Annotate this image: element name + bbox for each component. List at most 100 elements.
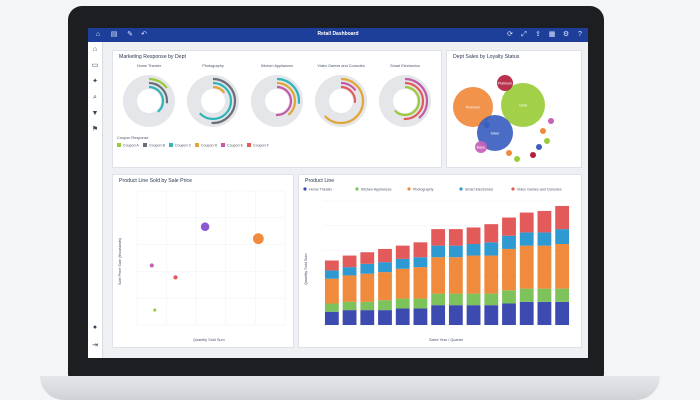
donut-arc[interactable]	[133, 85, 165, 117]
scatter-point[interactable]	[153, 308, 157, 312]
donut-arc[interactable]	[381, 77, 429, 125]
bar-segment[interactable]	[431, 305, 446, 325]
bar-segment[interactable]	[324, 260, 339, 271]
donut-arc[interactable]	[193, 81, 233, 121]
bar-segment[interactable]	[395, 298, 410, 309]
bar-segment[interactable]	[484, 293, 499, 306]
small-bubble[interactable]	[540, 128, 546, 134]
bar-segment[interactable]	[360, 310, 375, 325]
legend-item[interactable]: Coupon C	[175, 144, 192, 148]
info-icon[interactable]: ?	[578, 31, 582, 38]
bar-segment[interactable]	[413, 298, 428, 309]
bar-segment[interactable]	[448, 245, 463, 258]
bar-segment[interactable]	[555, 205, 570, 230]
settings-icon[interactable]: ⚙	[562, 31, 570, 38]
chart-icon[interactable]: ▤	[110, 31, 118, 38]
bar-segment[interactable]	[448, 257, 463, 294]
donut-arc[interactable]	[197, 85, 229, 117]
bar-segment[interactable]	[537, 301, 552, 325]
bar-segment[interactable]	[502, 217, 516, 236]
bar-segment[interactable]	[342, 275, 357, 302]
legend-item[interactable]: Home Theater	[309, 187, 333, 191]
donut-arc[interactable]	[189, 77, 237, 125]
bar-segment[interactable]	[555, 229, 570, 244]
bar-segment[interactable]	[360, 263, 375, 274]
bar-segment[interactable]	[537, 245, 552, 289]
bar-segment[interactable]	[484, 224, 499, 243]
small-bubble[interactable]	[544, 138, 550, 144]
small-bubble[interactable]	[514, 156, 520, 162]
donut-arc[interactable]	[253, 77, 301, 125]
bar-segment[interactable]	[324, 311, 339, 325]
bar-segment[interactable]	[378, 248, 392, 263]
legend-item[interactable]: Coupon F	[253, 144, 270, 148]
bar-segment[interactable]	[448, 229, 463, 246]
bar-segment[interactable]	[519, 301, 534, 325]
bar-segment[interactable]	[431, 293, 446, 306]
bar-segment[interactable]	[519, 232, 534, 246]
bar-segment[interactable]	[395, 308, 410, 325]
bar-segment[interactable]	[378, 310, 392, 325]
user-icon[interactable]: ●	[92, 324, 98, 331]
donut-arc[interactable]	[385, 81, 425, 121]
pin-icon[interactable]: ✦	[92, 78, 98, 85]
bar-segment[interactable]	[342, 255, 357, 268]
share-icon[interactable]: ⇪	[535, 31, 541, 38]
small-bubble[interactable]	[530, 152, 536, 158]
home-icon[interactable]: ⌂	[92, 46, 98, 53]
legend-item[interactable]: Coupon E	[227, 144, 244, 148]
bar-segment[interactable]	[413, 267, 428, 299]
bar-segment[interactable]	[537, 232, 552, 246]
bar-segment[interactable]	[448, 305, 463, 325]
bar-segment[interactable]	[466, 255, 481, 294]
legend-item[interactable]: Coupon A	[123, 144, 139, 148]
donut-arc[interactable]	[325, 85, 357, 117]
bar-segment[interactable]	[537, 210, 552, 233]
bar-segment[interactable]	[378, 300, 392, 311]
bar-segment[interactable]	[395, 245, 410, 259]
bubble[interactable]	[453, 87, 493, 127]
legend-item[interactable]: Smart Electronics	[465, 187, 493, 191]
bar-segment[interactable]	[448, 293, 463, 306]
bar-segment[interactable]	[466, 243, 481, 256]
legend-item[interactable]: Photography	[413, 187, 434, 191]
scatter-point[interactable]	[173, 275, 178, 280]
bar-segment[interactable]	[502, 290, 516, 304]
bar-segment[interactable]	[502, 303, 516, 325]
bar-segment[interactable]	[431, 229, 446, 246]
bar-segment[interactable]	[519, 288, 534, 302]
refresh-icon[interactable]: ⟳	[507, 31, 513, 38]
bar-segment[interactable]	[431, 245, 446, 258]
small-bubble[interactable]	[506, 150, 512, 156]
bar-segment[interactable]	[413, 308, 428, 325]
bar-segment[interactable]	[519, 212, 534, 233]
bar-segment[interactable]	[502, 248, 516, 291]
bar-segment[interactable]	[502, 235, 516, 249]
donut-arc[interactable]	[389, 85, 421, 117]
home-icon[interactable]: ⌂	[95, 31, 101, 38]
bar-segment[interactable]	[555, 243, 570, 289]
pencil-icon[interactable]: ✎	[127, 31, 133, 38]
bar-segment[interactable]	[378, 262, 392, 273]
bar-segment[interactable]	[519, 245, 534, 289]
bar-segment[interactable]	[466, 227, 481, 244]
filter-icon[interactable]: ▼	[91, 110, 99, 117]
small-bubble[interactable]	[548, 118, 554, 124]
bar-segment[interactable]	[413, 242, 428, 258]
donut-arc[interactable]	[261, 85, 293, 117]
bar-segment[interactable]	[413, 257, 428, 268]
document-icon[interactable]: ▭	[91, 62, 99, 69]
expand-icon[interactable]: ⤢	[521, 31, 527, 38]
donut-arc[interactable]	[257, 81, 297, 121]
scatter-point[interactable]	[200, 222, 210, 232]
bubble[interactable]	[501, 83, 545, 127]
legend-item[interactable]: Kitchen Appliances	[361, 187, 392, 191]
bubble[interactable]	[497, 75, 513, 91]
bar-segment[interactable]	[342, 267, 357, 276]
bar-segment[interactable]	[395, 258, 410, 269]
exit-icon[interactable]: ⇥	[92, 342, 98, 349]
bar-segment[interactable]	[324, 270, 339, 279]
small-bubble[interactable]	[536, 144, 542, 150]
donut-arc[interactable]	[125, 77, 173, 125]
donut-arc[interactable]	[321, 81, 361, 121]
